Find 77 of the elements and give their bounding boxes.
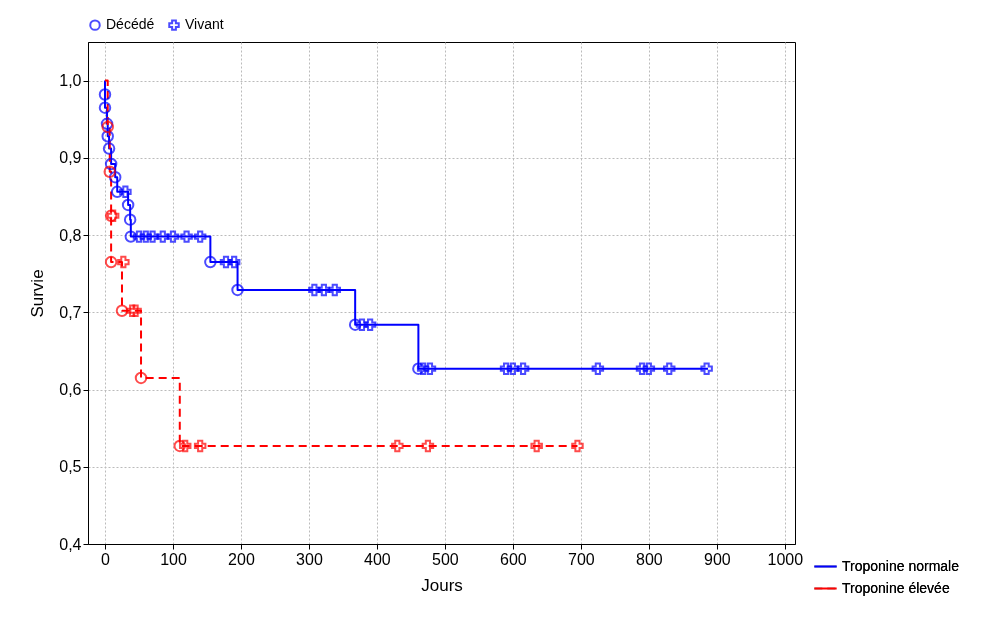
x-tick-label: 500 <box>432 550 459 568</box>
y-axis-title: Survie <box>28 269 48 318</box>
point <box>355 318 369 331</box>
point <box>166 230 180 243</box>
point <box>104 255 118 269</box>
point <box>98 101 112 114</box>
point <box>101 129 114 143</box>
point <box>328 283 342 297</box>
x-tick-label: 600 <box>500 550 527 568</box>
y-tick-label: 0,5 <box>59 458 82 476</box>
point <box>227 255 241 269</box>
x-tick-label: 700 <box>568 550 595 568</box>
point <box>662 362 676 375</box>
point <box>132 230 146 243</box>
point <box>412 362 425 375</box>
point <box>642 362 656 375</box>
point <box>110 185 124 199</box>
point <box>499 362 513 375</box>
point <box>421 439 435 453</box>
x-tick-label: 0 <box>101 550 111 568</box>
point <box>591 362 605 375</box>
point <box>103 165 116 178</box>
point <box>348 318 362 331</box>
point <box>571 439 584 453</box>
point <box>123 213 137 226</box>
point <box>108 170 122 184</box>
point <box>98 88 112 101</box>
x-tick-label: 400 <box>364 550 391 568</box>
y-tick-label: 0,7 <box>59 303 82 321</box>
point <box>146 230 159 243</box>
point <box>700 362 713 375</box>
x-tick-label: 900 <box>703 550 731 568</box>
legend-label: Vivant <box>185 16 224 33</box>
x-tick-label: 1000 <box>767 550 804 568</box>
y-tick-label: 0,6 <box>59 381 82 399</box>
point <box>317 283 331 297</box>
legend-label: Troponine élevée <box>842 579 950 596</box>
point <box>178 439 192 453</box>
legend-label: Décédé <box>106 16 155 33</box>
point <box>204 255 217 269</box>
point <box>119 185 132 199</box>
point <box>117 255 130 269</box>
point <box>173 439 187 453</box>
point <box>363 318 377 331</box>
point <box>193 439 207 453</box>
point <box>115 304 129 317</box>
point <box>506 362 520 375</box>
point <box>102 142 116 155</box>
point <box>635 362 649 375</box>
x-tick-label: 100 <box>160 550 187 568</box>
point <box>134 371 148 385</box>
x-tick-label: 800 <box>635 550 663 568</box>
x-tick-label: 300 <box>296 550 323 568</box>
y-tick-label: 1,0 <box>59 72 82 90</box>
point <box>308 283 321 297</box>
y-tick-label: 0,8 <box>59 226 82 244</box>
point <box>416 362 430 375</box>
point <box>180 230 193 243</box>
point <box>129 304 142 318</box>
x-axis-title: Jours <box>421 575 463 595</box>
point <box>391 439 404 453</box>
point <box>124 230 138 243</box>
point <box>219 255 233 269</box>
x-tick-label: 200 <box>228 550 255 568</box>
point <box>516 362 530 375</box>
point <box>231 283 244 297</box>
point <box>121 198 135 212</box>
legend-label: Troponine normale <box>842 557 960 574</box>
point <box>530 439 543 453</box>
point <box>193 230 207 243</box>
y-tick-label: 0,4 <box>59 535 82 553</box>
y-tick-label: 0,9 <box>59 149 82 167</box>
point <box>104 157 118 171</box>
point <box>156 230 170 243</box>
point <box>125 304 139 318</box>
point <box>423 362 437 375</box>
point <box>139 230 153 243</box>
